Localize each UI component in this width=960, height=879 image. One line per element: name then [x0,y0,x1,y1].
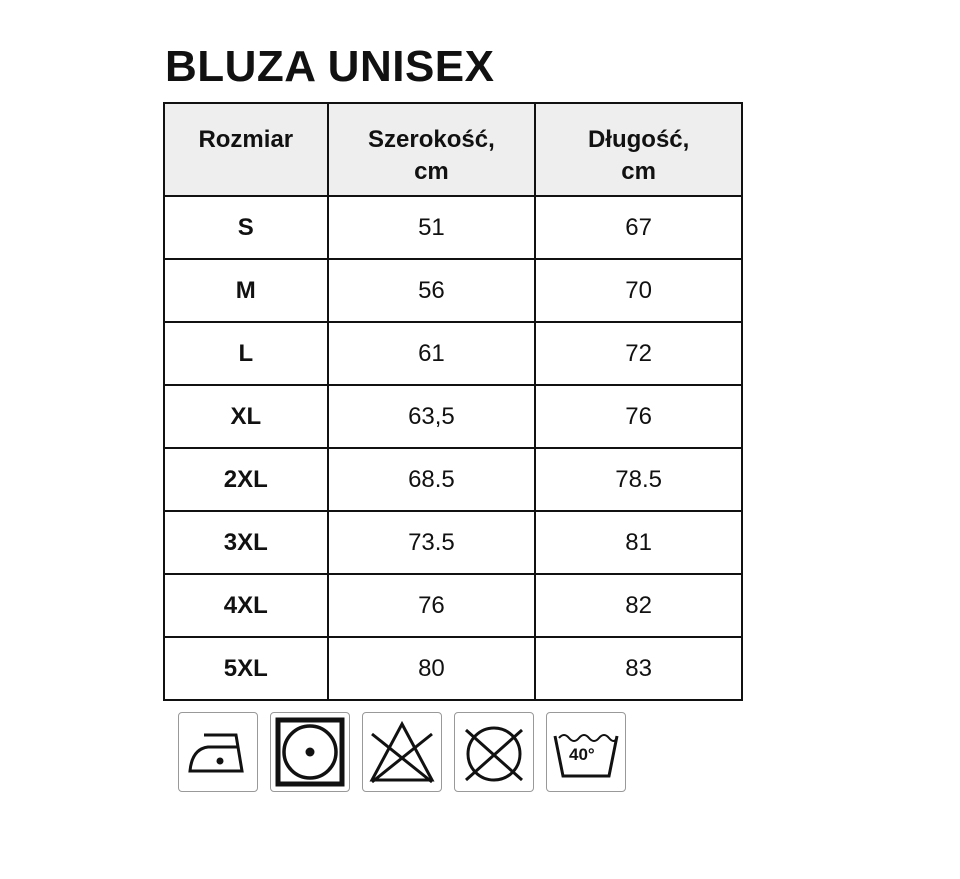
table-row: L 61 72 [163,321,743,386]
cell-width: 76 [326,573,537,638]
header-label: Długość, cm [587,126,690,185]
cell-size: M [163,258,329,323]
page-title: BLUZA UNISEX [165,42,495,91]
cell-width: 61 [326,321,537,386]
header-width: Szerokość, cm [326,102,537,197]
table-row: 5XL 80 83 [163,636,743,701]
header-label: Szerokość, cm [368,126,495,185]
wash-temperature-label: 40° [569,745,595,764]
table-row: M 56 70 [163,258,743,323]
table-row: 2XL 68.5 78.5 [163,447,743,512]
table-row: 4XL 76 82 [163,573,743,638]
cell-size: 3XL [163,510,329,575]
do-not-bleach-icon [362,712,442,792]
cell-size: 5XL [163,636,329,701]
iron-one-dot-icon [178,712,258,792]
size-table: Rozmiar Szerokość, cm Długość, cm S 51 67 M… [163,102,743,701]
header-length: Długość, cm [534,102,743,197]
cell-length: 67 [534,195,743,260]
cell-width: 63,5 [326,384,537,449]
cell-size: S [163,195,329,260]
cell-size: L [163,321,329,386]
table-row: XL 63,5 76 [163,384,743,449]
cell-length: 76 [534,384,743,449]
cell-size: 4XL [163,573,329,638]
cell-size: 2XL [163,447,329,512]
cell-size: XL [163,384,329,449]
header-size: Rozmiar [163,102,329,197]
cell-width: 80 [326,636,537,701]
cell-width: 73.5 [326,510,537,575]
cell-length: 82 [534,573,743,638]
care-icons: 40° [178,712,626,792]
table-row: S 51 67 [163,195,743,260]
do-not-dry-clean-icon [454,712,534,792]
cell-width: 56 [326,258,537,323]
cell-width: 51 [326,195,537,260]
cell-length: 78.5 [534,447,743,512]
header-label: Rozmiar [198,126,294,153]
tumble-dry-icon [270,712,350,792]
table-row: 3XL 73.5 81 [163,510,743,575]
cell-length: 72 [534,321,743,386]
cell-length: 81 [534,510,743,575]
wash-40-icon: 40° [546,712,626,792]
cell-length: 70 [534,258,743,323]
cell-length: 83 [534,636,743,701]
cell-width: 68.5 [326,447,537,512]
table-header-row: Rozmiar Szerokość, cm Długość, cm [163,102,743,197]
